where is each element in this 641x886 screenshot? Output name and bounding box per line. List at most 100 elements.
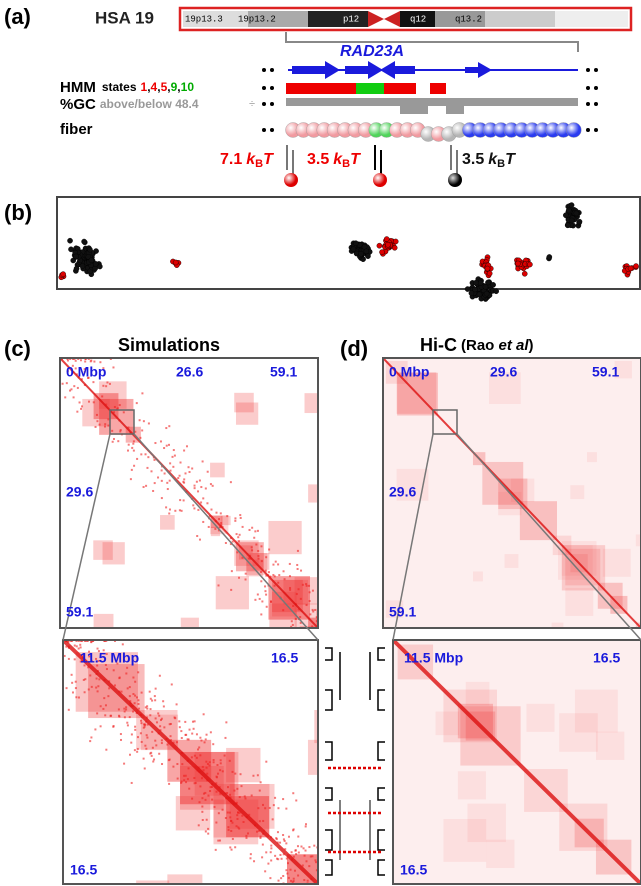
dot <box>586 128 590 132</box>
monomer <box>353 240 359 247</box>
speck <box>147 422 150 425</box>
title-text: Hi-C <box>420 335 457 355</box>
dot <box>586 68 590 72</box>
speck <box>169 462 172 465</box>
contact <box>488 372 521 405</box>
diagonal <box>383 358 641 628</box>
speck <box>199 736 202 739</box>
speck <box>80 407 83 410</box>
speck <box>160 479 163 482</box>
speck <box>193 776 196 779</box>
zoom-connector <box>133 433 319 641</box>
speck <box>217 772 220 775</box>
speck <box>74 367 77 370</box>
speck <box>134 694 137 697</box>
speck <box>184 720 187 723</box>
speck <box>292 828 295 831</box>
speck <box>277 563 280 566</box>
speck <box>119 733 122 736</box>
speck <box>280 857 283 860</box>
speck <box>315 869 318 872</box>
contact <box>167 874 203 884</box>
speck <box>264 569 267 572</box>
speck <box>314 859 317 862</box>
speck <box>195 480 198 483</box>
speck <box>166 481 169 484</box>
speck <box>184 774 187 777</box>
speck <box>206 772 209 775</box>
speck <box>297 874 300 877</box>
speck <box>82 654 85 657</box>
speck <box>200 777 203 780</box>
speck <box>101 395 104 398</box>
speck <box>282 834 285 837</box>
bracket <box>285 32 579 52</box>
energy-value: 3.5 <box>462 151 484 168</box>
speck <box>219 839 222 842</box>
speck <box>111 429 114 432</box>
speck <box>87 376 90 379</box>
speck <box>75 645 78 648</box>
speck <box>283 578 286 581</box>
speck <box>312 610 315 613</box>
speck <box>157 476 160 479</box>
speck <box>207 827 210 830</box>
speck <box>297 835 300 838</box>
speck <box>79 643 82 646</box>
speck <box>144 744 147 747</box>
speck <box>141 392 144 395</box>
speck <box>142 420 145 423</box>
panel-title: Simulations <box>118 335 220 355</box>
speck <box>241 525 244 528</box>
speck <box>206 502 209 505</box>
speck <box>193 720 196 723</box>
speck <box>258 820 261 823</box>
monomer <box>365 253 371 259</box>
speck <box>186 778 189 781</box>
speck <box>143 723 146 726</box>
speck <box>179 461 182 464</box>
speck <box>257 829 260 832</box>
speck <box>133 464 136 467</box>
dot <box>594 68 598 72</box>
speck <box>288 575 291 578</box>
speck <box>142 726 145 729</box>
monomer <box>472 286 478 293</box>
monomer <box>87 246 93 253</box>
speck <box>90 641 93 644</box>
speck <box>145 484 148 487</box>
contact <box>136 880 170 884</box>
speck <box>273 584 276 587</box>
speck <box>202 497 205 500</box>
speck <box>90 659 93 662</box>
speck <box>190 756 193 759</box>
speck <box>90 685 93 688</box>
speck <box>234 519 237 522</box>
speck <box>69 389 72 392</box>
speck <box>215 511 218 514</box>
speck <box>254 598 257 601</box>
speck <box>193 754 196 757</box>
speck <box>112 437 115 440</box>
speck <box>229 543 232 546</box>
map-label: 0 Mbp <box>389 364 429 380</box>
speck <box>205 766 208 769</box>
speck <box>187 738 190 741</box>
speck <box>150 751 153 754</box>
contact <box>586 452 597 463</box>
dot <box>594 128 598 132</box>
speck <box>162 700 165 703</box>
speck <box>207 832 210 835</box>
speck <box>183 478 186 481</box>
speck <box>163 472 166 475</box>
speck <box>256 529 259 532</box>
speck <box>306 879 309 882</box>
speck <box>119 738 122 741</box>
speck <box>217 529 220 532</box>
speck <box>121 643 124 646</box>
speck <box>178 720 181 723</box>
speck <box>197 748 200 751</box>
separator: , <box>157 80 160 94</box>
speck <box>277 858 280 861</box>
speck <box>94 728 97 731</box>
